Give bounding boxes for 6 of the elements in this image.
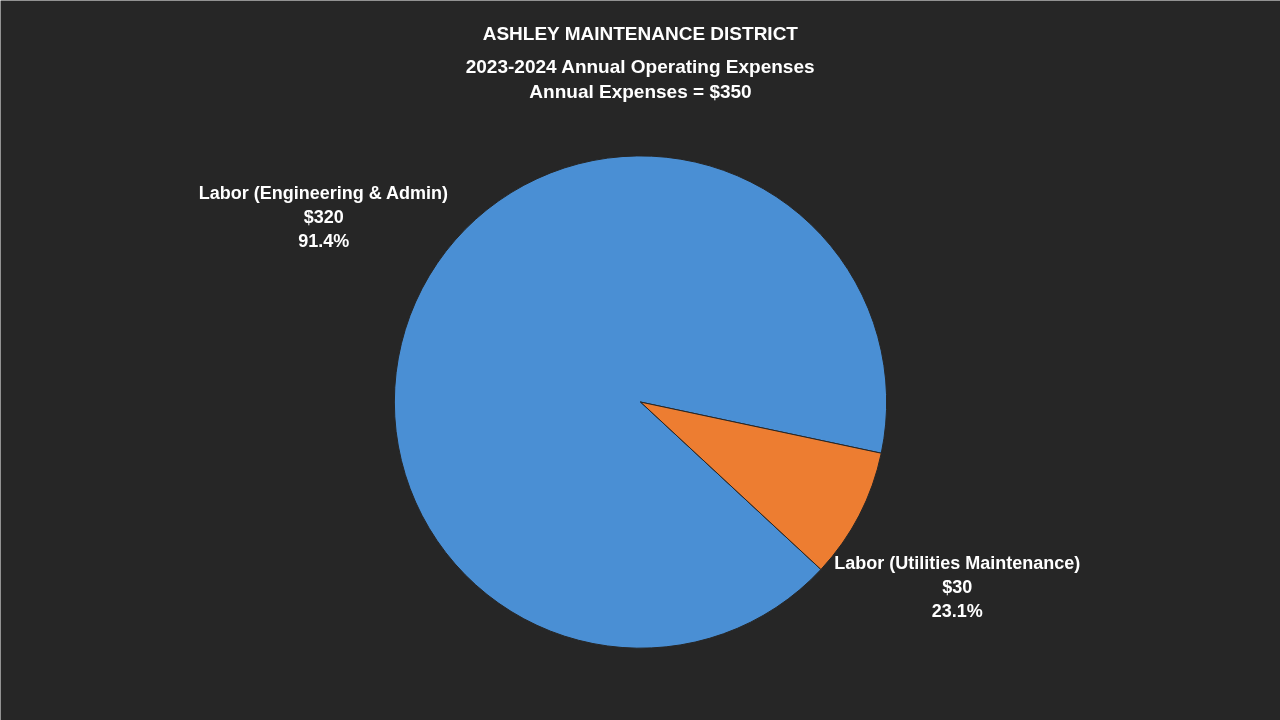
slice-label: Labor (Engineering & Admin) <box>198 183 449 204</box>
data-label: $320 91.4% <box>298 207 350 252</box>
data-label: $30 23.1% <box>931 577 983 621</box>
chart-title: ASHLEY MAINTENANCE DISTRICT <box>482 22 799 44</box>
chart-subtitle: 2023-2024 Annual Operating Expenses Annual Expenses = $350 <box>465 55 815 103</box>
slice-label: Labor (Utilities Maintenance) <box>834 553 1081 573</box>
